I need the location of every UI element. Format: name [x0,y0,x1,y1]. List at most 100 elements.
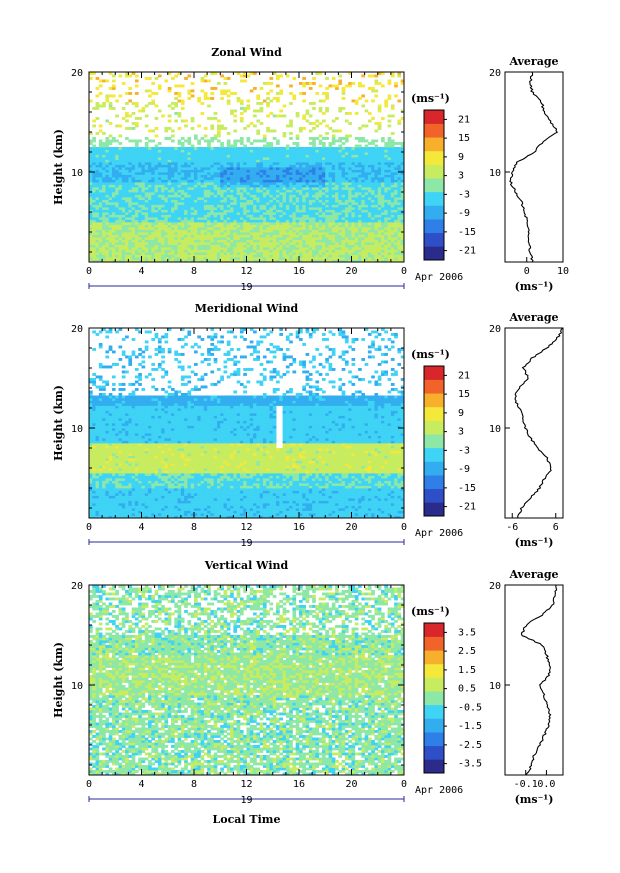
profile-title: Average [508,568,558,581]
colorbar-swatch [424,488,444,503]
colorbar-tick-label: -0.5 [458,702,482,713]
y-tick-label: 20 [71,324,83,335]
colorbar-swatch [424,191,444,206]
colorbar-swatch [424,393,444,408]
colorbar-tick-label: -3 [458,189,470,200]
colorbar-swatch [424,434,444,449]
x-tick-label: 8 [191,779,197,790]
colorbar-tick-label: 3 [458,427,464,438]
colorbar-swatch [424,677,444,692]
colorbar-unit-label: (ms⁻¹) [411,605,450,618]
month-label: Apr 2006 [415,272,463,283]
profile-line [509,71,559,263]
profile-title: Average [508,311,558,324]
profile-y-tick-label: 20 [489,68,501,79]
profile-x-label: (ms⁻¹) [515,280,554,293]
colorbar-tick-label: -21 [458,502,476,513]
colorbar-tick-label: -1.5 [458,721,482,732]
y-tick-label: 10 [71,424,83,435]
profile-x-label: (ms⁻¹) [515,793,554,806]
month-label: Apr 2006 [415,785,463,796]
colorbar-swatch [424,636,444,651]
profile-frame [504,71,564,263]
profile-x-tick-label: 10 [557,266,569,277]
y-tick-label: 10 [71,168,83,179]
profile-y-tick-label: 10 [489,681,501,692]
x-tick-label: 12 [240,522,252,533]
panel-0: Zonal Wind Height (km) 10 20 0 4 8 12 16 20 0 19 Apr… [52,46,569,293]
colorbar-frame [423,109,445,261]
chart-title: Zonal Wind [211,46,282,59]
y-tick-label: 20 [71,581,83,592]
colorbar-swatch [424,704,444,719]
colorbar-tick-label: 3.5 [458,627,476,638]
colorbar-tick-label: 9 [458,152,464,163]
x-tick-label: 0 [401,266,407,277]
colorbar-tick-label: -2.5 [458,740,482,751]
colorbar-tick-label: 21 [458,370,470,381]
colorbar-swatch [424,137,444,152]
x-tick-label: 0 [86,522,92,533]
colorbar-tick-label: -15 [458,227,476,238]
x-tick-label: 0 [401,779,407,790]
month-label: Apr 2006 [415,528,463,539]
profile-y-tick-label: 20 [489,581,501,592]
colorbar-swatch [424,379,444,394]
colorbar-tick-label: 3 [458,171,464,182]
date-label: 19 [240,538,252,549]
colorbar-swatch [424,447,444,462]
heatmap-cells [89,72,405,263]
colorbar-swatch [424,110,444,124]
profile-x-label: (ms⁻¹) [515,536,554,549]
x-tick-label: 0 [86,266,92,277]
colorbar-tick-label: -15 [458,483,476,494]
colorbar-frame [423,365,445,517]
y-axis-label: Height (km) [52,642,65,718]
colorbar-swatch [424,502,444,517]
colorbar-tick-label: 9 [458,408,464,419]
x-tick-label: 12 [240,779,252,790]
colorbar-tick-label: -3.5 [458,759,482,770]
profile-x-tick-label: 0 [524,266,530,277]
colorbar-swatch [424,366,444,380]
colorbar-swatch [424,178,444,193]
colorbar-swatch [424,759,444,774]
profile-frame [504,584,564,776]
colorbar-swatch [424,732,444,747]
panel-1: Meridional Wind Height (km) 10 20 0 4 8 12 16 20 0… [52,302,564,549]
colorbar-swatch [424,663,444,678]
chart-title: Vertical Wind [204,559,289,572]
colorbar-tick-label: 15 [458,389,470,400]
x-tick-label: 0 [401,522,407,533]
profile-panel: Average 10 20 -6 6 (ms⁻¹) [489,311,564,549]
colorbar-swatch [424,123,444,138]
colorbar-swatch [424,150,444,165]
colorbar-unit-label: (ms⁻¹) [411,92,450,105]
x-tick-label: 20 [345,266,357,277]
profile-x-tick-label: 6 [553,522,559,533]
colorbar-tick-label: 21 [458,114,470,125]
colorbar-unit-label: (ms⁻¹) [411,348,450,361]
x-tick-label: 4 [138,522,144,533]
colorbar-swatch [424,164,444,179]
y-axis-label: Height (km) [52,129,65,205]
chart-title: Meridional Wind [195,302,299,315]
profile-y-tick-label: 10 [489,168,501,179]
profile-title: Average [508,55,558,68]
profile-frame [504,327,564,519]
profile-x-tick-label: 0.0 [537,779,555,790]
profile-panel: Average 10 20 -0.1 0.0 (ms⁻¹) [489,568,564,806]
colorbar-swatch [424,461,444,476]
colorbar-swatch [424,718,444,733]
colorbar-swatch [424,219,444,234]
colorbar-swatch [424,232,444,247]
heatmap-cells [89,585,405,776]
colorbar-swatch [424,623,444,637]
colorbar-swatch [424,475,444,490]
colorbar-tick-label: 15 [458,133,470,144]
profile-line [520,584,558,776]
y-tick-label: 10 [71,681,83,692]
colorbar-tick-label: 0.5 [458,684,476,695]
